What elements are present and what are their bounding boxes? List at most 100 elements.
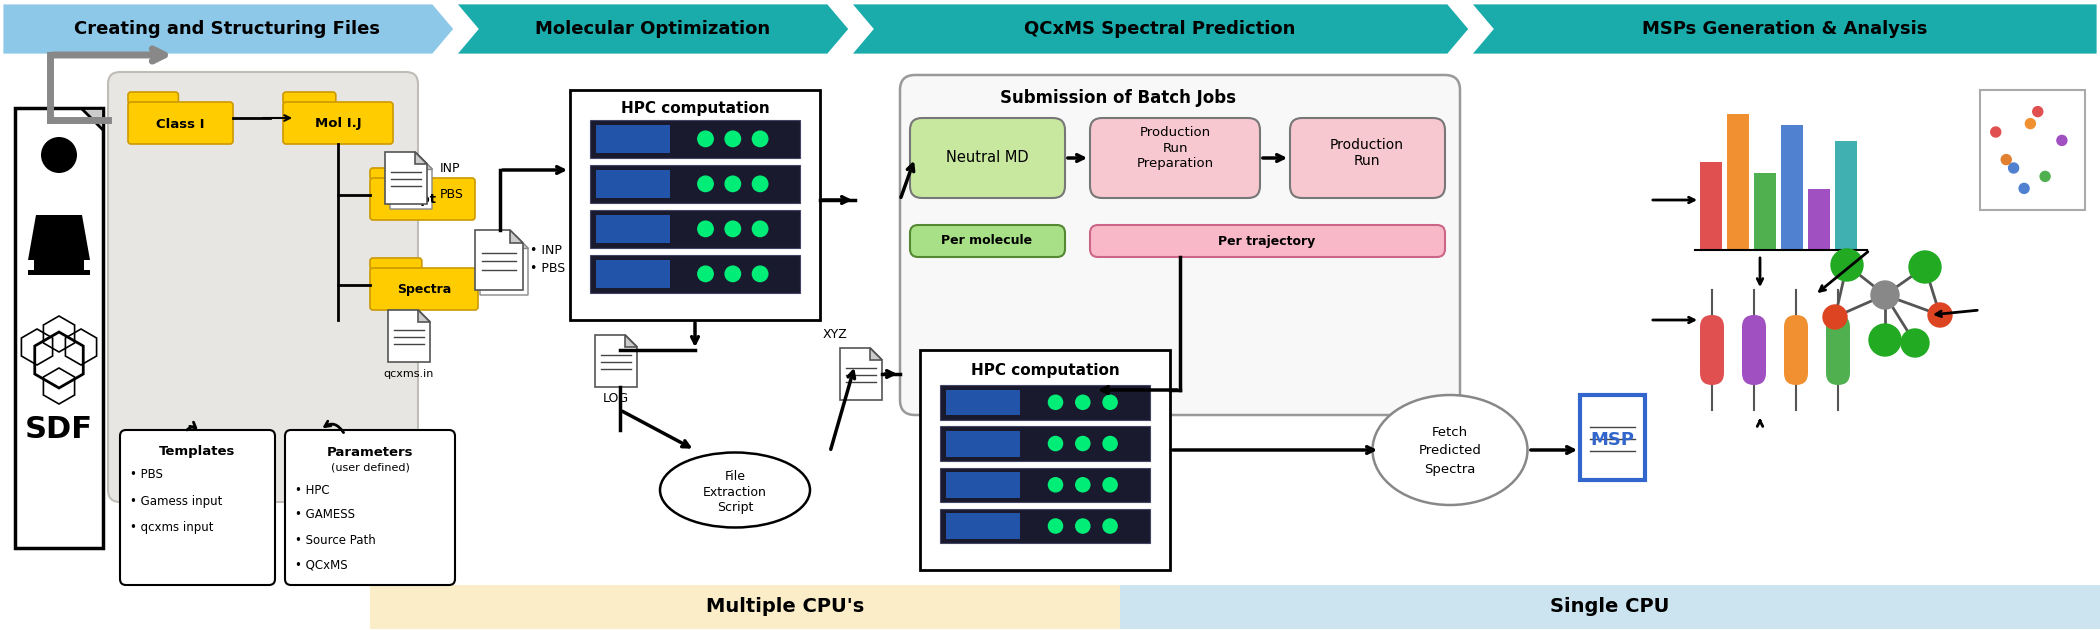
Circle shape bbox=[752, 221, 769, 237]
Polygon shape bbox=[384, 152, 426, 204]
Text: Spectra: Spectra bbox=[1424, 464, 1476, 476]
FancyBboxPatch shape bbox=[286, 430, 456, 585]
Bar bbox=[1835, 141, 1856, 250]
Bar bbox=[947, 390, 1021, 415]
Text: Extraction: Extraction bbox=[704, 486, 766, 498]
FancyBboxPatch shape bbox=[1701, 315, 1724, 385]
Bar bbox=[590, 120, 800, 158]
Bar bbox=[596, 215, 670, 243]
Polygon shape bbox=[475, 230, 523, 290]
Bar bbox=[596, 170, 670, 198]
FancyBboxPatch shape bbox=[909, 118, 1065, 198]
FancyBboxPatch shape bbox=[370, 268, 479, 310]
FancyBboxPatch shape bbox=[1090, 225, 1445, 257]
Circle shape bbox=[1048, 395, 1063, 410]
Text: Parameters: Parameters bbox=[328, 445, 414, 459]
Circle shape bbox=[1831, 249, 1863, 281]
Text: Molecular Optimization: Molecular Optimization bbox=[536, 20, 771, 38]
Circle shape bbox=[1823, 305, 1848, 329]
Bar bbox=[941, 427, 1151, 461]
Circle shape bbox=[1075, 395, 1090, 410]
Text: Templates: Templates bbox=[160, 445, 235, 459]
Text: Creating and Structuring Files: Creating and Structuring Files bbox=[74, 20, 380, 38]
Text: • HPC: • HPC bbox=[294, 483, 330, 496]
Bar bbox=[1701, 162, 1722, 250]
Text: HPC computation: HPC computation bbox=[622, 101, 769, 115]
Text: QCxMS Spectral Prediction: QCxMS Spectral Prediction bbox=[1025, 20, 1296, 38]
Polygon shape bbox=[456, 3, 850, 55]
FancyBboxPatch shape bbox=[107, 72, 418, 502]
FancyBboxPatch shape bbox=[370, 168, 420, 180]
Text: • Gamess input: • Gamess input bbox=[130, 495, 223, 508]
Text: • qcxms input: • qcxms input bbox=[130, 520, 214, 534]
Text: Single CPU: Single CPU bbox=[1550, 597, 1670, 617]
Circle shape bbox=[2018, 183, 2029, 193]
Bar bbox=[947, 513, 1021, 539]
Polygon shape bbox=[850, 3, 1470, 55]
Circle shape bbox=[2039, 171, 2050, 181]
FancyBboxPatch shape bbox=[1785, 315, 1808, 385]
Circle shape bbox=[697, 221, 714, 237]
Circle shape bbox=[697, 176, 714, 192]
Circle shape bbox=[1991, 127, 2001, 137]
Text: Multiple CPU's: Multiple CPU's bbox=[706, 597, 863, 617]
Text: • INP: • INP bbox=[529, 244, 563, 256]
Polygon shape bbox=[510, 230, 523, 243]
Circle shape bbox=[1048, 519, 1063, 533]
Text: Per trajectory: Per trajectory bbox=[1218, 234, 1315, 248]
FancyBboxPatch shape bbox=[1827, 315, 1850, 385]
Bar bbox=[920, 350, 1170, 570]
Polygon shape bbox=[514, 235, 527, 248]
Polygon shape bbox=[481, 235, 527, 295]
Circle shape bbox=[1102, 395, 1117, 410]
Circle shape bbox=[1871, 281, 1898, 309]
FancyBboxPatch shape bbox=[120, 430, 275, 585]
Bar bbox=[370, 585, 1199, 629]
Polygon shape bbox=[1628, 395, 1644, 413]
Text: Neutral MD: Neutral MD bbox=[945, 151, 1029, 166]
Bar bbox=[590, 255, 800, 293]
FancyBboxPatch shape bbox=[284, 92, 336, 104]
Text: Predicted: Predicted bbox=[1420, 445, 1480, 457]
Text: PBS: PBS bbox=[441, 188, 464, 202]
Text: File: File bbox=[724, 469, 746, 483]
Polygon shape bbox=[2, 3, 456, 55]
Bar bbox=[1119, 585, 2100, 629]
Text: Production
Run
Preparation: Production Run Preparation bbox=[1136, 127, 1214, 169]
Text: Submission of Batch Jobs: Submission of Batch Jobs bbox=[1000, 89, 1237, 107]
Circle shape bbox=[2056, 135, 2066, 146]
Circle shape bbox=[697, 131, 714, 147]
Bar bbox=[947, 431, 1021, 457]
FancyBboxPatch shape bbox=[1090, 118, 1260, 198]
Polygon shape bbox=[82, 108, 103, 130]
Bar bbox=[947, 472, 1021, 498]
Text: Production
Run: Production Run bbox=[1329, 138, 1405, 168]
FancyBboxPatch shape bbox=[370, 258, 422, 270]
Bar bbox=[1726, 114, 1749, 250]
Circle shape bbox=[1102, 519, 1117, 533]
Circle shape bbox=[1928, 303, 1953, 327]
Bar bbox=[15, 108, 103, 548]
Text: Script: Script bbox=[716, 501, 754, 515]
Circle shape bbox=[724, 176, 741, 192]
Bar bbox=[941, 467, 1151, 502]
Polygon shape bbox=[391, 157, 433, 209]
Circle shape bbox=[724, 221, 741, 237]
Circle shape bbox=[1048, 437, 1063, 450]
Circle shape bbox=[1102, 437, 1117, 450]
Text: SDF: SDF bbox=[25, 416, 92, 445]
Text: Class I: Class I bbox=[155, 118, 206, 130]
Text: qcxms.in: qcxms.in bbox=[384, 369, 435, 379]
Text: INP: INP bbox=[441, 161, 460, 175]
Circle shape bbox=[752, 266, 769, 282]
Text: Per molecule: Per molecule bbox=[941, 234, 1033, 248]
Polygon shape bbox=[1470, 3, 2098, 55]
Circle shape bbox=[2033, 106, 2043, 117]
Polygon shape bbox=[594, 335, 636, 387]
Circle shape bbox=[2024, 118, 2035, 129]
Polygon shape bbox=[840, 348, 882, 400]
Bar bbox=[590, 165, 800, 203]
Text: MSP: MSP bbox=[1590, 431, 1634, 449]
FancyBboxPatch shape bbox=[128, 92, 178, 104]
FancyBboxPatch shape bbox=[1289, 118, 1445, 198]
